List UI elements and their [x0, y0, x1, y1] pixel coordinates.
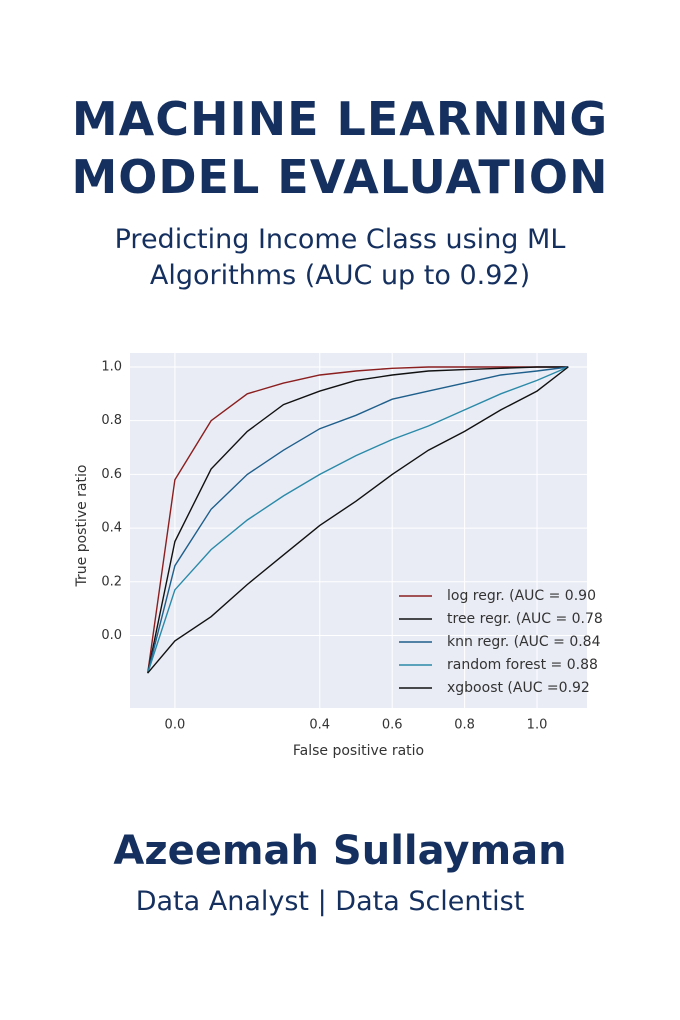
x-tick-label: 0.4 — [309, 718, 330, 733]
x-tick-label: 1.0 — [527, 718, 548, 733]
cover-title: MODEL EVALUATION — [71, 150, 609, 204]
y-tick-label: 0.8 — [101, 413, 122, 428]
x-axis-label: False positive ratio — [293, 743, 424, 759]
roc-curve — [147, 366, 569, 674]
legend-label: xgboost (AUC =0.92 — [447, 680, 590, 696]
legend-label: knn regr. (AUC = 0.84 — [447, 634, 601, 650]
legend-label: random forest = 0.88 — [447, 657, 598, 673]
legend-label: tree regr. (AUC = 0.78 — [447, 611, 603, 627]
cover-subtitle: Algorithms (AUC up to 0.92) — [149, 260, 531, 291]
y-tick-label: 0.2 — [101, 574, 122, 589]
roc-curve — [147, 366, 569, 674]
y-tick-label: 0.0 — [101, 628, 122, 643]
y-tick-label: 1.0 — [101, 359, 122, 374]
cover-subtitle: Predicting Income Class using ML — [114, 224, 566, 255]
x-tick-label: 0.0 — [165, 718, 186, 733]
y-tick-label: 0.4 — [101, 521, 122, 536]
x-tick-label: 0.8 — [454, 718, 475, 733]
author-role: Data Analyst | Data Sclentist — [135, 886, 525, 917]
cover-title: MACHINE LEARNING — [71, 92, 609, 146]
y-tick-label: 0.6 — [101, 467, 122, 482]
roc-curve — [147, 366, 569, 674]
legend-label: log regr. (AUC = 0.90 — [447, 588, 596, 604]
chart: 1.0 0.8 0.6 0.4 0.2 0.0 0.0 0.4 0.6 0.8 1.0 False p… — [74, 353, 603, 759]
roc-curve — [147, 366, 569, 674]
plot-area — [130, 353, 587, 708]
x-tick-label: 0.6 — [382, 718, 403, 733]
roc-curve — [147, 366, 569, 674]
y-axis-label: True postive ratio — [74, 465, 90, 588]
author: Azeemah Sullayman — [113, 828, 567, 874]
